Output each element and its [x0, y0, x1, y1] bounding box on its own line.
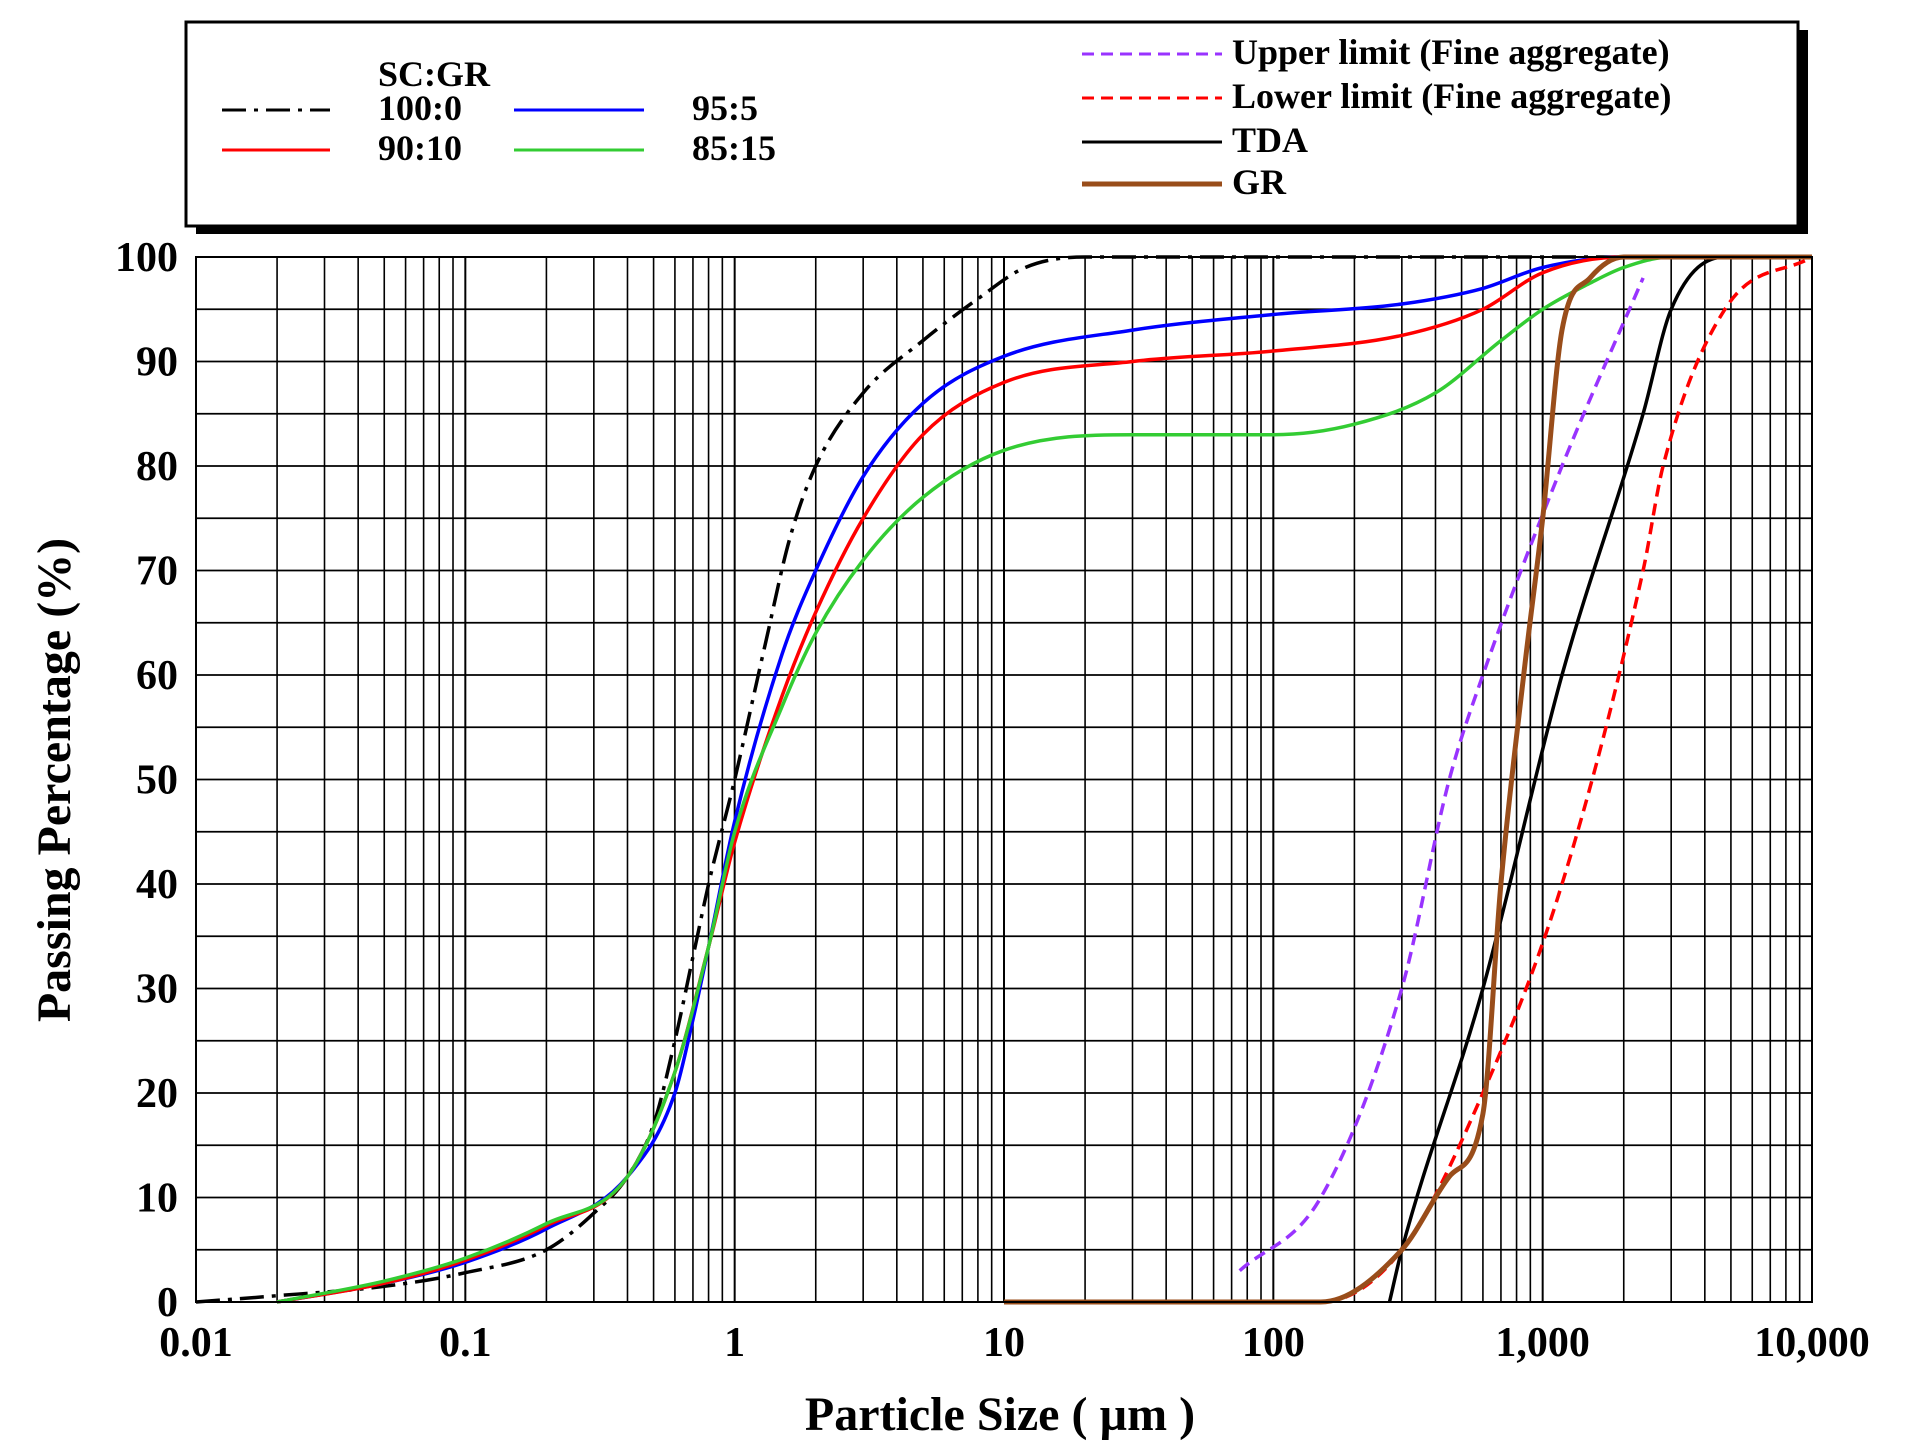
y-axis-title: Passing Percentage (%) [28, 538, 81, 1022]
legend-label-95-5: 95:5 [692, 88, 758, 128]
x-tick-label: 1 [724, 1320, 745, 1366]
x-tick-label: 0.01 [159, 1320, 233, 1366]
y-tick-label: 0 [157, 1280, 178, 1326]
series-line-upper-limit-fine-aggregate [1238, 277, 1645, 1272]
y-tick-label: 60 [136, 653, 178, 699]
x-tick-label: 10 [983, 1320, 1025, 1366]
legend-label-90-10: 90:10 [378, 128, 462, 168]
y-tick-label: 20 [136, 1071, 178, 1117]
legend-label-tda: TDA [1232, 120, 1308, 160]
y-tick-label: 10 [136, 1176, 178, 1222]
series-layer [195, 254, 1813, 1305]
legend-label-upper-limit-fine-aggregate: Upper limit (Fine aggregate) [1232, 32, 1670, 72]
y-tick-label: 50 [136, 758, 178, 804]
legend-group-title: SC:GR [378, 54, 491, 94]
x-tick-label: 0.1 [439, 1320, 492, 1366]
y-tick-label: 90 [136, 340, 178, 386]
x-tick-label: 1,000 [1495, 1320, 1590, 1366]
plot-frame [195, 256, 1813, 1303]
legend-label-gr: GR [1232, 162, 1287, 202]
legend-label-100-0: 100:0 [378, 88, 462, 128]
x-tick-label: 100 [1242, 1320, 1305, 1366]
legend-label-85-15: 85:15 [692, 128, 776, 168]
x-tick-labels: 0.01 0.1 1 10 100 1,000 10,000 [159, 1320, 1870, 1366]
x-axis-title: Particle Size ( µm ) [805, 1388, 1195, 1441]
series-line-tda [1387, 255, 1812, 1303]
x-tick-label: 10,000 [1754, 1320, 1870, 1366]
y-tick-label: 40 [136, 862, 178, 908]
grid [195, 257, 1812, 1302]
series-line-gr [1003, 254, 1812, 1305]
y-tick-label: 70 [136, 549, 178, 595]
series-line-85-15 [276, 255, 1812, 1304]
legend-box: SC:GR 100:0 95:5 90:10 85:15 Upper limit (Fi… [184, 20, 1808, 234]
legend-label-lower-limit-fine-aggregate: Lower limit (Fine aggregate) [1232, 76, 1672, 116]
y-tick-label: 30 [136, 967, 178, 1013]
y-tick-label: 80 [136, 444, 178, 490]
y-tick-label: 100 [115, 235, 178, 281]
y-tick-labels: 0 10 20 30 40 50 60 70 80 90 100 [115, 235, 178, 1326]
